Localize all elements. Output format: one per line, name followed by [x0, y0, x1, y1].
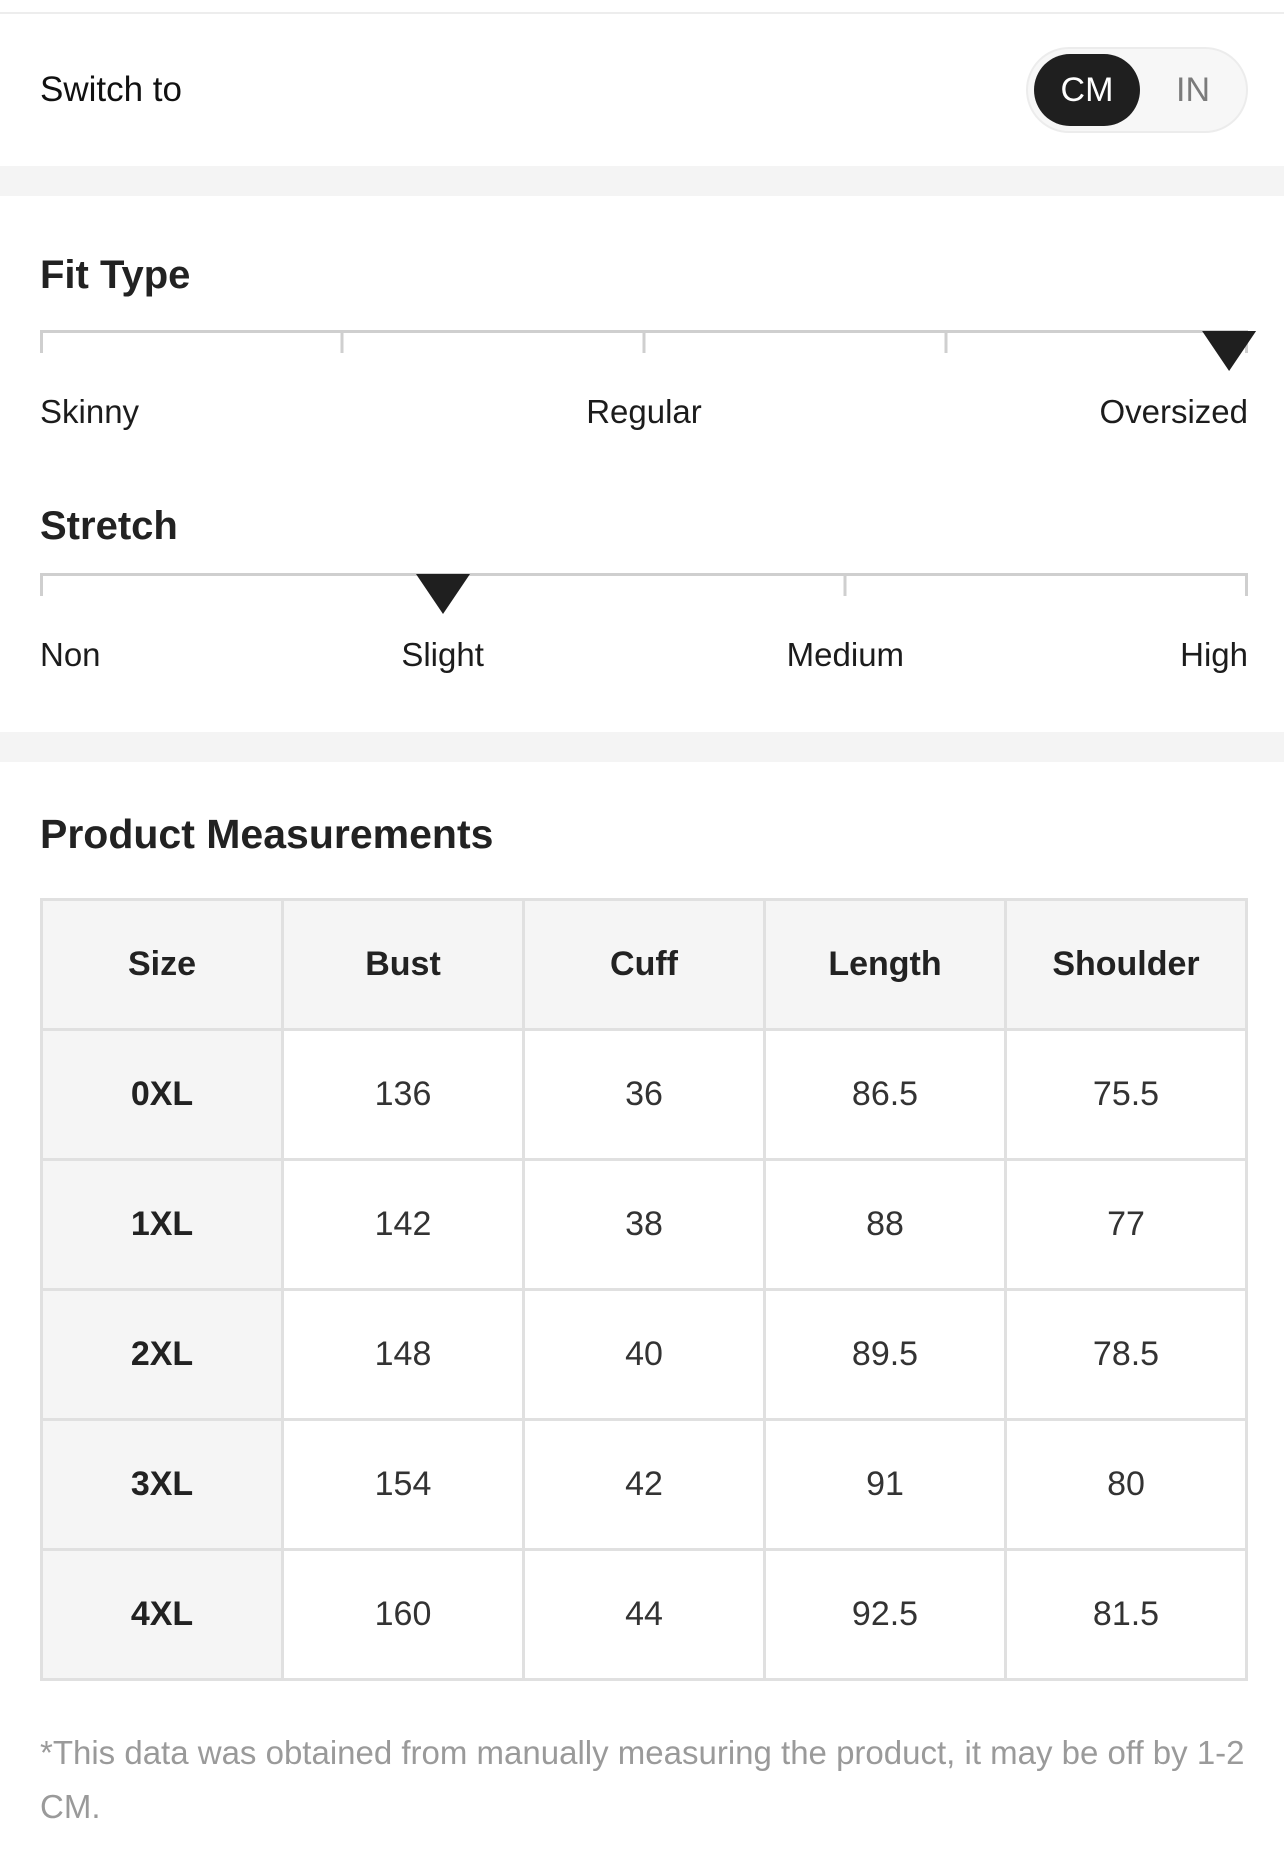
section-divider-band — [0, 166, 1284, 196]
unit-option-in[interactable]: IN — [1176, 70, 1210, 109]
table-header-cell: Shoulder — [1004, 898, 1248, 1031]
slider-tick — [944, 333, 948, 353]
fit-type-slider — [40, 330, 1257, 373]
value-cell: 91 — [763, 1418, 1007, 1551]
unit-switch-row: Switch to CM IN — [0, 14, 1284, 166]
slider-marker-icon — [415, 574, 470, 614]
value-cell: 80 — [1004, 1418, 1248, 1551]
table-row: 3XL 154 42 91 80 — [40, 1418, 1248, 1551]
value-cell: 88 — [763, 1158, 1007, 1291]
slider-tick — [40, 576, 43, 596]
value-cell: 78.5 — [1004, 1288, 1248, 1421]
table-row: 4XL 160 44 92.5 81.5 — [40, 1548, 1248, 1681]
table-header-cell: Bust — [281, 898, 525, 1031]
fit-type-slider-labels: Skinny Regular Oversized — [40, 393, 1248, 433]
slider-tick — [340, 333, 344, 353]
value-cell: 38 — [522, 1158, 766, 1291]
unit-toggle[interactable]: CM IN — [1026, 47, 1248, 133]
size-cell: 4XL — [40, 1548, 284, 1681]
value-cell: 89.5 — [763, 1288, 1007, 1421]
switch-to-label: Switch to — [40, 70, 182, 109]
measurement-footnote: *This data was obtained from manually me… — [40, 1734, 1245, 1825]
stretch-label-non: Non — [40, 636, 101, 673]
value-cell: 40 — [522, 1288, 766, 1421]
size-cell: 3XL — [40, 1418, 284, 1551]
value-cell: 77 — [1004, 1158, 1248, 1291]
table-header-cell: Length — [763, 898, 1007, 1031]
value-cell: 75.5 — [1004, 1028, 1248, 1161]
stretch-label-medium: Medium — [786, 636, 905, 673]
size-cell: 2XL — [40, 1288, 284, 1421]
slider-tick — [1245, 576, 1248, 596]
table-row: 0XL 136 36 86.5 75.5 — [40, 1028, 1248, 1161]
table-row: 2XL 148 40 89.5 78.5 — [40, 1288, 1248, 1421]
value-cell: 81.5 — [1004, 1548, 1248, 1681]
value-cell: 92.5 — [763, 1548, 1007, 1681]
top-divider — [0, 12, 1284, 14]
section-divider-band — [0, 732, 1284, 762]
table-header-cell: Size — [40, 898, 284, 1031]
measurements-table: Size Bust Cuff Length Shoulder 0XL 136 36 86.5 7… — [40, 898, 1248, 1681]
value-cell: 148 — [281, 1288, 525, 1421]
stretch-title: Stretch — [40, 504, 178, 548]
value-cell: 154 — [281, 1418, 525, 1551]
value-cell: 160 — [281, 1548, 525, 1681]
table-header-row: Size Bust Cuff Length Shoulder — [40, 898, 1248, 1031]
fit-type-title: Fit Type — [40, 253, 191, 297]
slider-tick — [642, 333, 646, 353]
fit-type-label-skinny: Skinny — [40, 393, 140, 430]
value-cell: 136 — [281, 1028, 525, 1161]
measurements-section: Product Measurements Size Bust Cuff Length S… — [0, 811, 1284, 1834]
stretch-label-high: High — [1180, 636, 1248, 673]
slider-marker-icon — [1202, 331, 1257, 371]
value-cell: 44 — [522, 1548, 766, 1681]
value-cell: 42 — [522, 1418, 766, 1551]
slider-tick — [843, 576, 847, 596]
product-measurements-title: Product Measurements — [40, 811, 494, 857]
stretch-slider — [40, 573, 1248, 616]
fit-type-label-oversized: Oversized — [1099, 393, 1248, 430]
unit-option-cm[interactable]: CM — [1034, 54, 1140, 126]
table-header-cell: Cuff — [522, 898, 766, 1031]
fit-type-label-regular: Regular — [586, 393, 702, 430]
stretch-slider-labels: Non Slight Medium High — [40, 636, 1248, 676]
table-row: 1XL 142 38 88 77 — [40, 1158, 1248, 1291]
size-cell: 0XL — [40, 1028, 284, 1161]
measurements-table-body: 0XL 136 36 86.5 75.5 1XL 142 38 88 77 2XL 148 40 89.5… — [40, 1028, 1248, 1681]
value-cell: 142 — [281, 1158, 525, 1291]
size-cell: 1XL — [40, 1158, 284, 1291]
stretch-label-slight: Slight — [401, 636, 484, 673]
measurements-table-head: Size Bust Cuff Length Shoulder — [40, 898, 1248, 1031]
value-cell: 86.5 — [763, 1028, 1007, 1161]
slider-tick — [40, 333, 43, 353]
fit-type-section: Fit Type Skinny Regular Oversized Stretch … — [0, 252, 1284, 676]
value-cell: 36 — [522, 1028, 766, 1161]
